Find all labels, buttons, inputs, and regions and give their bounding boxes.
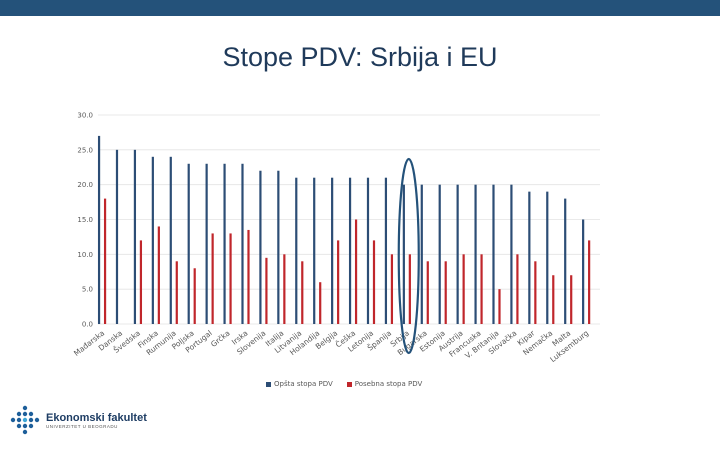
faculty-subtitle: UNIVERZITET U BEOGRADU bbox=[46, 423, 118, 429]
bar-general-rate bbox=[133, 149, 137, 324]
bar-general-rate bbox=[277, 170, 280, 324]
bar-general-rate bbox=[313, 177, 316, 324]
bar-general-rate bbox=[331, 177, 334, 324]
bar-general-rate bbox=[546, 191, 549, 324]
bar-reduced-rate bbox=[390, 254, 394, 324]
bar-general-rate bbox=[151, 156, 154, 324]
slide-title: Stope PDV: Srbija i EU bbox=[222, 42, 498, 72]
chart-legend: Opšta stopa PDV Posebna stopa PDV bbox=[266, 380, 422, 388]
bar-reduced-rate bbox=[480, 254, 483, 324]
faculty-logo-icon bbox=[10, 405, 40, 435]
bar-reduced-rate bbox=[354, 219, 358, 324]
bar-reduced-rate bbox=[444, 261, 447, 324]
bar-reduced-rate bbox=[408, 254, 411, 324]
bar-reduced-rate bbox=[283, 254, 286, 324]
bar-general-rate bbox=[438, 184, 441, 324]
bar-general-rate bbox=[205, 163, 208, 324]
x-category-label: Grčka bbox=[209, 328, 232, 348]
legend-label-reduced: Posebna stopa PDV bbox=[354, 380, 423, 388]
bar-reduced-rate bbox=[229, 233, 232, 324]
bar-reduced-rate bbox=[301, 261, 304, 324]
y-tick-label: 25.0 bbox=[77, 146, 93, 154]
bar-general-rate bbox=[115, 149, 119, 324]
bar-reduced-rate bbox=[337, 240, 340, 324]
legend-swatch-general bbox=[266, 381, 271, 387]
bar-reduced-rate bbox=[588, 240, 591, 324]
bar-general-rate bbox=[474, 184, 477, 324]
bar-general-rate bbox=[456, 184, 459, 324]
y-tick-label: 5.0 bbox=[82, 286, 93, 294]
bar-general-rate bbox=[528, 191, 531, 324]
y-tick-label: 30.0 bbox=[77, 112, 93, 120]
bar-general-rate bbox=[259, 170, 262, 324]
bar-reduced-rate bbox=[193, 268, 196, 324]
bar-general-rate bbox=[492, 184, 495, 324]
legend-item-reduced: Posebna stopa PDV bbox=[346, 380, 423, 388]
bar-reduced-rate bbox=[211, 233, 214, 324]
bar-reduced-rate bbox=[247, 229, 250, 324]
bar-general-rate bbox=[402, 184, 405, 324]
legend-swatch-reduced bbox=[346, 381, 352, 387]
bar-reduced-rate bbox=[552, 275, 555, 324]
bar-reduced-rate bbox=[498, 289, 501, 324]
bar-general-rate bbox=[295, 177, 298, 324]
faculty-logo: Ekonomski fakultet UNIVERZITET U BEOGRAD… bbox=[10, 405, 147, 435]
serbia-highlight-ellipse bbox=[397, 157, 420, 355]
bar-reduced-rate bbox=[462, 254, 465, 324]
bar-general-rate bbox=[384, 177, 388, 324]
faculty-name: Ekonomski fakultet bbox=[46, 411, 147, 424]
top-bar bbox=[0, 0, 720, 16]
y-tick-label: 10.0 bbox=[77, 251, 93, 259]
bar-general-rate bbox=[564, 198, 567, 324]
bar-general-rate bbox=[348, 177, 352, 324]
bar-general-rate bbox=[241, 163, 244, 324]
y-tick-label: 20.0 bbox=[77, 181, 93, 189]
bar-reduced-rate bbox=[426, 261, 429, 324]
y-tick-label: 0.0 bbox=[82, 321, 93, 329]
bar-reduced-rate bbox=[175, 261, 178, 324]
bar-reduced-rate bbox=[103, 198, 107, 324]
bar-general-rate bbox=[366, 177, 370, 324]
bar-reduced-rate bbox=[139, 240, 143, 324]
bar-reduced-rate bbox=[265, 257, 268, 324]
bar-reduced-rate bbox=[157, 226, 160, 324]
bar-general-rate bbox=[97, 135, 101, 324]
bar-reduced-rate bbox=[516, 254, 519, 324]
y-tick-label: 15.0 bbox=[77, 216, 93, 224]
bar-reduced-rate bbox=[570, 275, 573, 324]
bar-reduced-rate bbox=[534, 261, 537, 324]
bar-general-rate bbox=[510, 184, 513, 324]
bar-reduced-rate bbox=[372, 240, 376, 324]
bar-general-rate bbox=[187, 163, 190, 324]
bar-reduced-rate bbox=[319, 282, 322, 324]
legend-item-general: Opšta stopa PDV bbox=[266, 380, 333, 388]
legend-label-general: Opšta stopa PDV bbox=[274, 380, 333, 388]
bar-general-rate bbox=[169, 156, 172, 324]
bar-general-rate bbox=[223, 163, 226, 324]
bar-general-rate bbox=[582, 219, 585, 324]
bar-general-rate bbox=[420, 184, 423, 324]
